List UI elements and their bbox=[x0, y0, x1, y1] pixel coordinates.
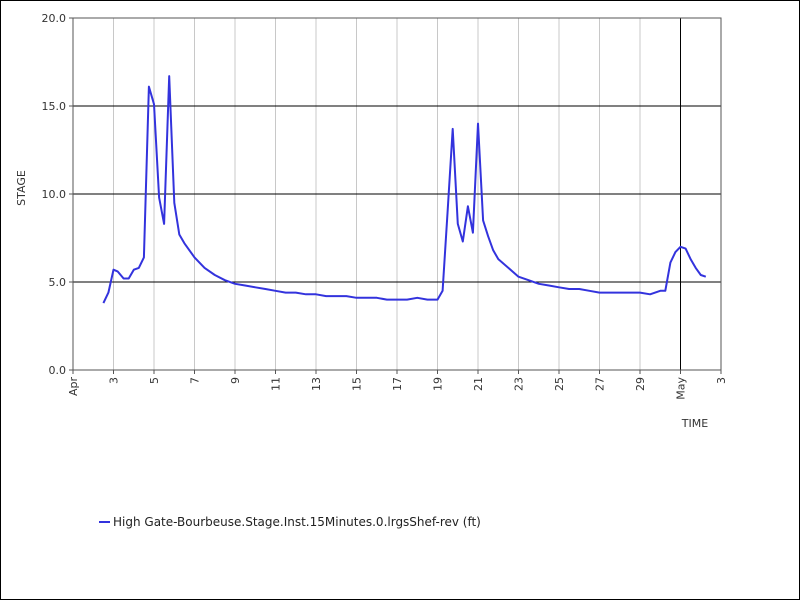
legend-label: High Gate-Bourbeuse.Stage.Inst.15Minutes… bbox=[113, 515, 481, 529]
grid-layer bbox=[73, 18, 721, 370]
y-axis-title: STAGE bbox=[15, 170, 28, 206]
axis-layer: 0.0 5.0 10.0 15.0 20.0 Apr 3 5 7 9 11 13 15 17 19 21 23 2… bbox=[42, 12, 729, 400]
series-layer bbox=[102, 75, 707, 304]
x-tick-label-4: 9 bbox=[229, 377, 242, 384]
x-tick-label-13: 27 bbox=[594, 377, 607, 391]
x-tick-label-2: 5 bbox=[148, 377, 161, 384]
x-tick-label-12: 25 bbox=[553, 377, 566, 391]
x-tick-label-3: 7 bbox=[189, 377, 202, 384]
x-axis-title: TIME bbox=[681, 417, 708, 430]
x-tick-label-6: 13 bbox=[310, 377, 323, 391]
y-tick-label-4: 20.0 bbox=[42, 12, 67, 25]
x-tick-label-15: May bbox=[675, 377, 688, 400]
y-tick-label-0: 0.0 bbox=[49, 364, 67, 377]
x-tick-label-16: 3 bbox=[715, 377, 728, 384]
series-line-0 bbox=[102, 75, 707, 304]
x-tick-label-0: Apr bbox=[67, 377, 80, 397]
x-tick-label-9: 19 bbox=[432, 377, 445, 391]
y-tick-label-3: 15.0 bbox=[42, 100, 67, 113]
x-tick-label-11: 23 bbox=[513, 377, 526, 391]
y-tick-label-1: 5.0 bbox=[49, 276, 67, 289]
legend: High Gate-Bourbeuse.Stage.Inst.15Minutes… bbox=[99, 515, 481, 529]
x-tick-label-7: 15 bbox=[351, 377, 364, 391]
x-tick-label-5: 11 bbox=[270, 377, 283, 391]
x-tick-label-8: 17 bbox=[391, 377, 404, 391]
y-tick-label-2: 10.0 bbox=[42, 188, 67, 201]
x-tick-label-10: 21 bbox=[472, 377, 485, 391]
x-tick-label-1: 3 bbox=[108, 377, 121, 384]
x-tick-label-14: 29 bbox=[634, 377, 647, 391]
